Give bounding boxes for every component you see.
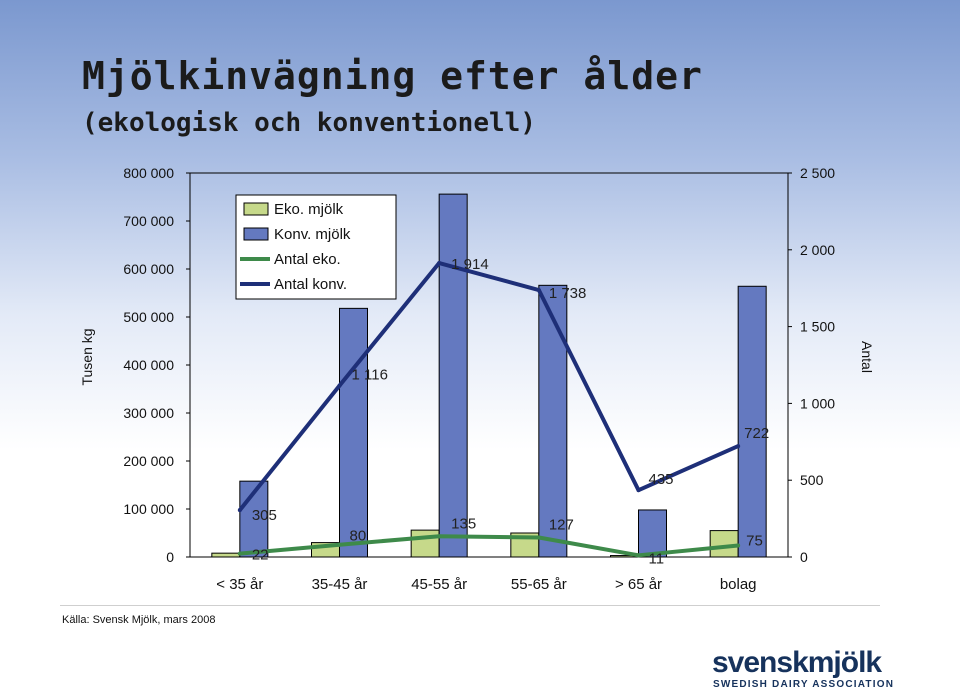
y-tick-label: 700 000 xyxy=(123,213,174,229)
x-tick-label: 55-65 år xyxy=(511,576,567,593)
data-label: 722 xyxy=(744,425,769,442)
data-label: 435 xyxy=(649,471,674,488)
slide-subtitle: (ekologisk och konventionell) xyxy=(82,108,536,138)
legend-label: Antal konv. xyxy=(274,276,347,293)
bar-konv-mjolk xyxy=(339,307,368,558)
line-point xyxy=(536,288,541,293)
line-point xyxy=(437,534,442,539)
y-tick-label: 500 000 xyxy=(123,309,174,325)
slide-title: Mjölkinvägning efter ålder xyxy=(82,54,703,98)
data-label: 80 xyxy=(350,528,367,545)
bar-konv-mjolk xyxy=(438,193,468,558)
y2-tick-label: 1 000 xyxy=(800,395,835,411)
line-point xyxy=(636,553,641,558)
line-antal-konv xyxy=(238,261,739,512)
line-point xyxy=(337,542,342,547)
source-divider xyxy=(60,605,880,606)
source-note: Källa: Svensk Mjölk, mars 2008 xyxy=(62,614,216,626)
x-tick-label: 45-55 år xyxy=(411,576,467,593)
line-point xyxy=(636,488,641,493)
line-point xyxy=(237,551,242,556)
data-label: 135 xyxy=(451,515,476,532)
y2-tick-label: 0 xyxy=(800,549,808,565)
y2-tick-label: 1 500 xyxy=(800,319,835,335)
data-label: 11 xyxy=(649,550,665,567)
y2-tick-label: 2 500 xyxy=(800,165,835,181)
x-tick-label: bolag xyxy=(720,576,757,593)
bar-eko-mjolk xyxy=(410,529,440,558)
line-point xyxy=(736,444,741,449)
background-gradient xyxy=(0,0,960,450)
line-point xyxy=(237,508,242,513)
line-point xyxy=(437,261,442,266)
y-tick-label: 0 xyxy=(166,549,174,565)
line-point xyxy=(536,535,541,540)
data-label: 127 xyxy=(549,516,574,533)
logo-wordmark: svenskmjölk xyxy=(712,646,882,679)
legend-label: Konv. mjölk xyxy=(274,226,351,243)
data-label: 1 914 xyxy=(451,256,489,273)
line-antal-eko xyxy=(239,534,739,558)
logo-tagline: SWEDISH DAIRY ASSOCIATION xyxy=(713,679,895,690)
y-tick-label: 600 000 xyxy=(123,261,174,277)
svensk-mjolk-logo: svenskmjölk SWEDISH DAIRY ASSOCIATION xyxy=(712,646,893,690)
y-tick-label: 400 000 xyxy=(123,357,174,373)
x-tick-label: < 35 år xyxy=(216,576,263,593)
y2-axis-title: Antal xyxy=(859,341,875,373)
x-tick-label: > 65 år xyxy=(615,576,662,593)
bar-konv-mjolk xyxy=(737,285,767,558)
line-point xyxy=(337,383,342,388)
bar-eko-mjolk xyxy=(211,552,241,558)
x-tick-label: 35-45 år xyxy=(312,576,368,593)
data-label: 1 116 xyxy=(352,367,388,384)
data-label: 1 738 xyxy=(549,285,587,302)
y-tick-label: 800 000 xyxy=(123,165,174,181)
y-tick-label: 300 000 xyxy=(123,405,174,421)
y2-tick-label: 500 xyxy=(800,472,824,488)
legend-swatch xyxy=(243,227,269,241)
bar-eko-mjolk xyxy=(709,530,739,558)
legend-label: Eko. mjölk xyxy=(274,201,344,218)
y-tick-label: 200 000 xyxy=(123,453,174,469)
y-axis-title: Tusen kg xyxy=(79,328,95,385)
legend-swatch xyxy=(243,202,269,216)
data-label: 22 xyxy=(252,547,269,564)
line-point xyxy=(736,543,741,548)
data-label: 75 xyxy=(746,532,763,549)
y-tick-label: 100 000 xyxy=(123,501,174,517)
data-label: 305 xyxy=(252,507,277,524)
legend-label: Antal eko. xyxy=(274,251,341,268)
bar-konv-mjolk xyxy=(538,284,568,558)
bar-konv-mjolk xyxy=(638,509,667,558)
y2-tick-label: 2 000 xyxy=(800,242,835,258)
